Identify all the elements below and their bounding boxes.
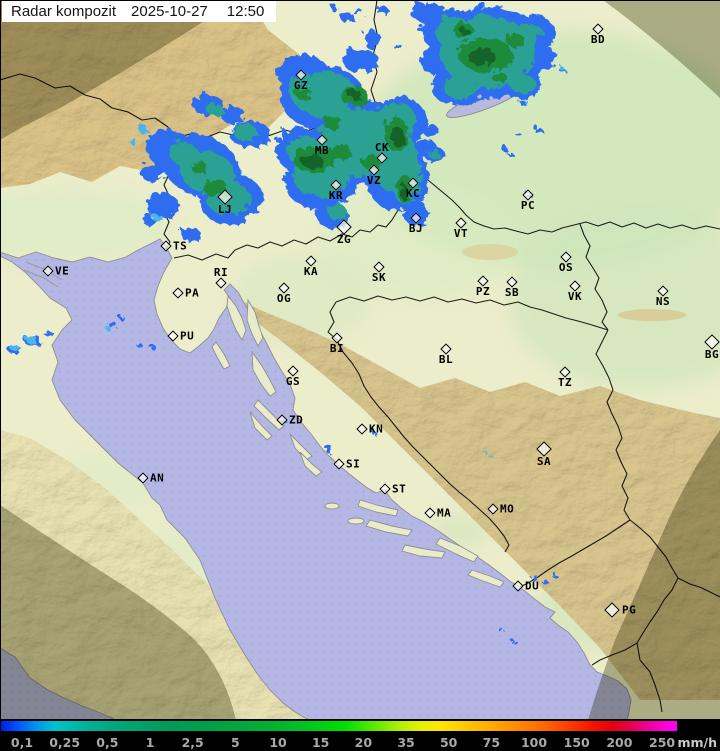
legend-tick-label: 200 xyxy=(606,735,633,750)
legend-tick-label: 0,5 xyxy=(96,735,119,750)
precip-cell xyxy=(106,319,114,325)
precip-cell xyxy=(117,314,123,318)
precip-cell xyxy=(299,152,321,166)
title-box: Radar kompozit 2025-10-27 12:50 xyxy=(2,1,277,22)
precip-cell xyxy=(398,182,406,198)
precip-cell xyxy=(408,0,440,20)
precip-cell xyxy=(392,42,400,48)
precip-cell xyxy=(327,141,349,157)
legend-tick-label: 50 xyxy=(439,735,458,750)
precip-cell xyxy=(508,637,512,641)
radar-title: Radar kompozit xyxy=(11,3,117,20)
precip-level-dark xyxy=(299,26,493,198)
legend-color-scale xyxy=(1,721,677,731)
precip-cell xyxy=(136,123,146,131)
precip-cell xyxy=(340,46,376,70)
precip-cell xyxy=(328,3,336,9)
precip-cell xyxy=(151,212,161,220)
precip-cell xyxy=(41,328,51,334)
precip-cell xyxy=(504,31,522,45)
precip-cell xyxy=(147,342,153,346)
precip-cell xyxy=(458,26,468,34)
precip-cell xyxy=(496,625,500,629)
legend-tick-label: 0,1 xyxy=(10,735,34,750)
legend-tick-label: 15 xyxy=(311,735,330,750)
legend-tick-label: 2,5 xyxy=(181,735,204,750)
fruska-gora xyxy=(618,309,686,321)
precip-cell xyxy=(420,122,436,134)
precip-cell xyxy=(505,150,511,154)
precip-cell xyxy=(133,340,139,344)
legend-tick-label: 5 xyxy=(230,735,240,750)
legend-tick-label: 20 xyxy=(354,735,373,750)
precip-cell xyxy=(521,97,525,101)
precip-cell xyxy=(178,225,198,239)
precip-cell xyxy=(363,38,373,46)
precip-cell xyxy=(426,147,438,157)
precip-cell xyxy=(513,640,517,644)
precip-cell xyxy=(127,136,135,142)
legend-tick-label: 0,25 xyxy=(49,735,81,750)
precip-cell xyxy=(205,102,221,114)
precip-cell xyxy=(140,213,154,223)
precip-cell xyxy=(278,417,284,421)
precip-cell xyxy=(189,159,205,171)
legend-tick-label: 35 xyxy=(397,735,415,750)
precip-cell xyxy=(202,177,226,195)
precip-cell xyxy=(402,198,426,224)
legend-tick-label: 100 xyxy=(520,735,548,750)
precip-cell xyxy=(507,72,533,90)
precip-cell xyxy=(558,65,562,69)
legend-tick-label: 10 xyxy=(269,735,287,750)
precip-cell xyxy=(489,70,505,80)
precip-cell xyxy=(144,190,176,216)
radar-date: 2025-10-27 xyxy=(131,3,208,20)
precip-cell xyxy=(529,574,537,578)
map-canvas xyxy=(0,0,720,719)
radar-map: BD GZ MB CK VZ KC KR LJ ZG BJ VT PC TS VE RI PA PU KA OG SK… xyxy=(0,0,720,719)
radar-time: 12:50 xyxy=(226,3,265,20)
legend-tick-label: 1 xyxy=(145,735,155,750)
precip-cell xyxy=(345,87,359,97)
precip-cell xyxy=(389,125,403,145)
precip-cell xyxy=(539,577,545,581)
precip-cell xyxy=(532,125,540,131)
precip-cell xyxy=(374,4,386,12)
precip-cell xyxy=(513,130,519,134)
precip-cell xyxy=(338,10,352,20)
precip-cell xyxy=(231,122,255,138)
precip-cell xyxy=(8,343,18,349)
precip-cell xyxy=(484,452,490,454)
precip-cell xyxy=(549,571,555,575)
precip-cell xyxy=(325,202,345,218)
coverage-mask xyxy=(0,0,720,719)
precip-cell xyxy=(323,441,329,451)
precip-cell xyxy=(360,152,380,168)
precip-cell xyxy=(526,43,554,67)
precip-cell xyxy=(362,29,378,41)
papuk-hills xyxy=(462,244,518,260)
precip-cell xyxy=(23,333,35,341)
precip-cell xyxy=(166,139,198,165)
precip-cell xyxy=(499,143,505,149)
precip-cell xyxy=(370,429,374,433)
precip-cell xyxy=(102,323,108,327)
precip-cell xyxy=(138,161,162,179)
legend-unit: mm/h xyxy=(677,735,717,750)
precip-level-cyan xyxy=(8,65,562,454)
precip-cell xyxy=(465,45,493,63)
legend-band: 0,1 0,25 0,5 1 2,5 5 10 15 20 35 50 75 100 150 200 250 … xyxy=(0,719,720,751)
precip-cell xyxy=(321,113,339,127)
adriatic-islands xyxy=(211,294,505,588)
precip-cell xyxy=(351,7,361,13)
legend-tick-label: 75 xyxy=(482,735,501,750)
precip-cell xyxy=(218,103,242,121)
precip-cell xyxy=(440,72,476,96)
precip-cell xyxy=(523,191,529,195)
legend-tick-label: 150 xyxy=(563,735,590,750)
precip-cell xyxy=(293,85,309,97)
legend-tick-label: 250 xyxy=(649,735,676,750)
